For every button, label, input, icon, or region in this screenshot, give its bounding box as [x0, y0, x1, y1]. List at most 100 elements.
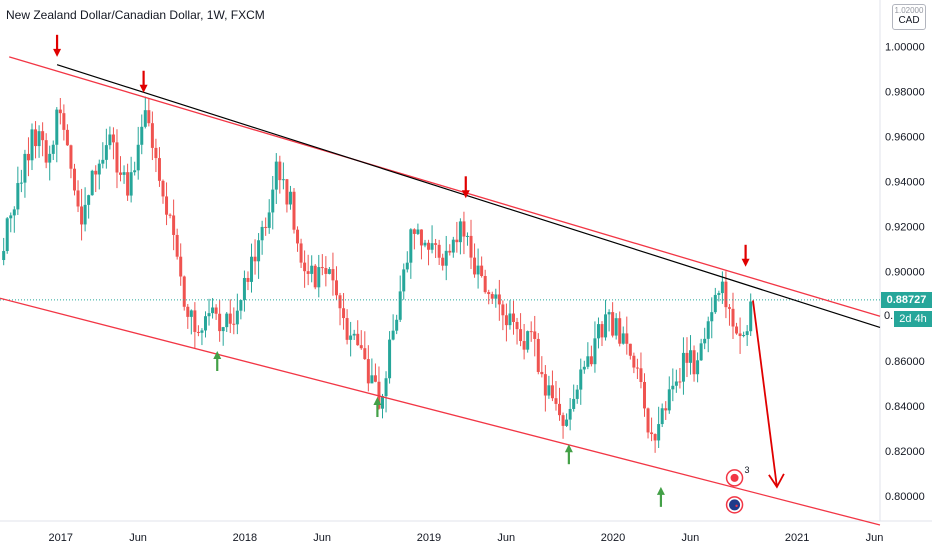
- projection-arrow-head: [768, 473, 785, 489]
- candle-body: [618, 318, 622, 344]
- candle-body: [235, 310, 239, 325]
- candle-body: [2, 251, 6, 261]
- candle-body: [490, 294, 494, 299]
- trend-line: [56, 64, 881, 328]
- buy-arrow-icon: [213, 351, 222, 372]
- candle-body: [473, 257, 477, 275]
- candle-body: [455, 239, 459, 243]
- candle-body: [391, 330, 395, 340]
- candle-body: [381, 396, 385, 409]
- candle-body: [342, 308, 346, 319]
- candle-body: [90, 170, 94, 196]
- candle-body: [65, 129, 69, 146]
- candle-body: [515, 321, 519, 330]
- candle-body: [568, 408, 572, 420]
- sell-arrow-icon: [53, 34, 62, 57]
- candle-body: [458, 221, 462, 243]
- candle-body: [168, 214, 172, 216]
- candle-body: [331, 269, 335, 281]
- candle-body: [23, 153, 27, 183]
- currency-top-price: 1.02000: [894, 6, 924, 15]
- candle-body: [674, 381, 678, 386]
- candle-body: [373, 375, 377, 382]
- candle-body: [207, 313, 211, 317]
- candle-body: [26, 153, 30, 161]
- candle-body: [172, 215, 176, 235]
- y-tick-label: 0.96000: [885, 132, 925, 144]
- buy-arrow-icon: [656, 486, 665, 507]
- candle-body: [345, 318, 349, 340]
- candle-body: [508, 313, 512, 326]
- candle-body: [51, 144, 55, 154]
- x-tick-label: Jun: [497, 532, 515, 544]
- candle-body: [671, 385, 675, 390]
- candle-body: [696, 360, 700, 375]
- candle-body: [533, 331, 537, 339]
- candle-body: [664, 408, 668, 411]
- candle-body: [182, 276, 186, 307]
- candle-body: [69, 145, 73, 169]
- candle-body: [143, 110, 147, 127]
- candle-body: [543, 374, 547, 396]
- candle-body: [483, 275, 487, 293]
- candle-body: [699, 343, 703, 361]
- candle-body: [745, 331, 749, 336]
- x-tick-label: Jun: [682, 532, 700, 544]
- x-tick-label: 2019: [417, 532, 441, 544]
- candle-body: [504, 315, 508, 326]
- candle-body: [388, 339, 392, 379]
- candle-body: [703, 338, 707, 344]
- candle-body: [689, 350, 693, 363]
- candle-body: [511, 313, 515, 322]
- currency-selector[interactable]: 1.02000 CAD: [892, 4, 926, 30]
- candle-body: [681, 352, 685, 382]
- candle-body: [614, 318, 618, 336]
- y-tick-label: 0.90000: [885, 266, 925, 278]
- candle-body: [487, 292, 491, 295]
- candle-body: [80, 206, 84, 225]
- candle-body: [189, 310, 193, 317]
- event-badge-star: [735, 504, 738, 508]
- candle-body: [320, 267, 324, 269]
- y-tick-label: 0.92000: [885, 221, 925, 233]
- event-count: 3: [745, 465, 750, 475]
- candle-body: [558, 403, 562, 416]
- candle-body: [310, 265, 314, 274]
- candle-body: [253, 256, 257, 262]
- candle-body: [260, 226, 264, 241]
- candle-body: [642, 381, 646, 409]
- candle-body: [16, 183, 20, 210]
- candle-body: [412, 229, 416, 234]
- candle-body: [133, 170, 137, 173]
- sell-arrow-tip: [53, 48, 62, 57]
- candle-body: [338, 295, 342, 309]
- candle-body: [274, 161, 278, 190]
- candle-body: [706, 321, 710, 339]
- candle-body: [161, 180, 165, 197]
- candle-body: [416, 229, 420, 234]
- candle-body: [554, 398, 558, 404]
- candle-body: [731, 308, 735, 327]
- candle-body: [419, 229, 423, 246]
- currency-label: CAD: [898, 15, 920, 26]
- candle-body: [402, 269, 406, 292]
- sell-arrow-icon: [461, 176, 470, 199]
- candle-body: [179, 256, 183, 277]
- candle-body: [55, 109, 59, 145]
- candle-body: [140, 126, 144, 145]
- candle-body: [589, 356, 593, 365]
- candle-body: [561, 415, 565, 426]
- candle-body: [150, 123, 154, 148]
- buy-arrow-icon: [564, 444, 573, 465]
- candle-body: [448, 250, 452, 253]
- candle-body: [398, 291, 402, 320]
- candle-body: [147, 110, 151, 124]
- candle-body: [359, 345, 363, 349]
- candle-body: [267, 212, 271, 228]
- candle-body: [692, 350, 696, 375]
- candle-body: [97, 163, 101, 175]
- x-tick-label: Jun: [129, 532, 147, 544]
- sell-arrow-tip: [139, 84, 148, 93]
- candle-body: [497, 294, 501, 305]
